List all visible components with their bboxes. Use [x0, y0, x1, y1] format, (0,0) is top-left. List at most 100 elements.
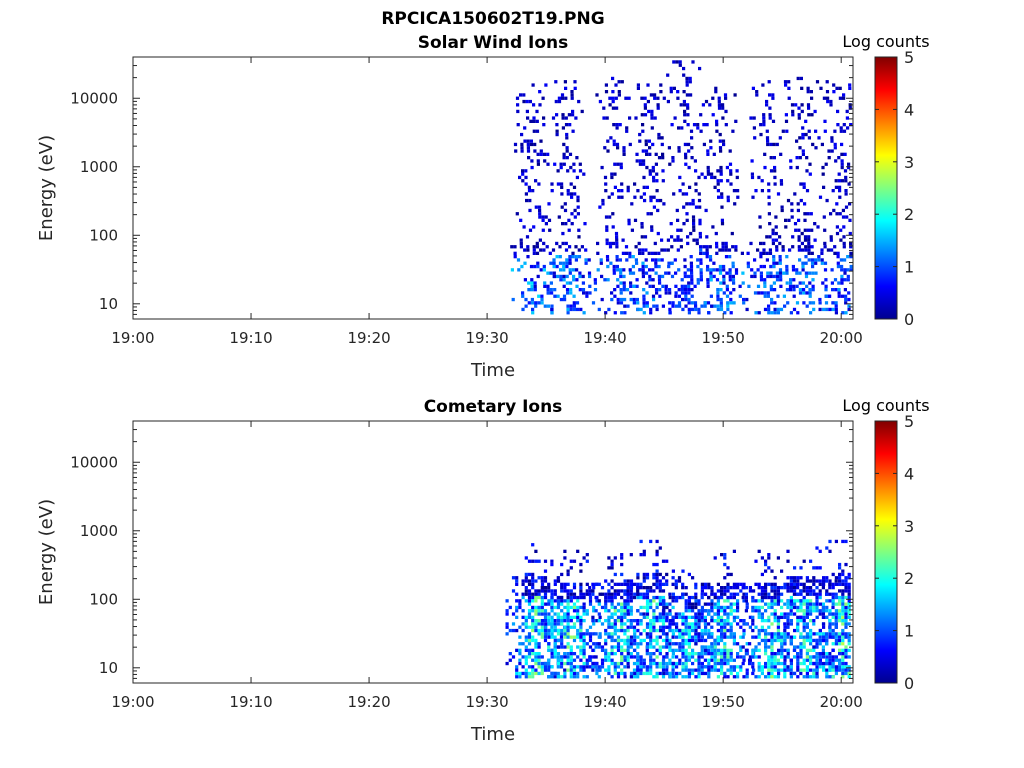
spectrogram-cell [597, 668, 601, 672]
spectrogram-cell [515, 605, 519, 610]
spectrogram-cell [641, 268, 645, 272]
spectrogram-cell [649, 307, 653, 312]
spectrogram-cell [729, 671, 733, 676]
spectrogram-cell [656, 103, 660, 107]
spectrogram-cell [658, 661, 662, 666]
spectrogram-cell [828, 655, 832, 659]
spectrogram-cell [607, 668, 611, 672]
spectrogram-cell [649, 602, 653, 606]
spectrogram-cell [815, 605, 819, 610]
spectrogram-cell [745, 668, 749, 672]
spectrogram-cell [625, 129, 629, 133]
spectrogram-cell [834, 668, 838, 672]
spectrogram-cell [658, 288, 662, 292]
spectrogram-cell [844, 625, 848, 629]
spectrogram-cell [560, 658, 564, 662]
spectrogram-cell [648, 284, 652, 288]
spectrogram-cell [809, 638, 813, 643]
spectrogram-cell [699, 278, 703, 282]
spectrogram-cell [838, 576, 842, 580]
spectrogram-cell [796, 619, 800, 623]
spectrogram-cell [821, 612, 825, 616]
spectrogram-cell [783, 80, 788, 84]
spectrogram-cell [655, 562, 659, 567]
spectrogram-cell [828, 658, 832, 662]
spectrogram-cell [801, 268, 805, 272]
spectrogram-cell [645, 291, 649, 295]
spectrogram-cell [617, 195, 621, 199]
spectrogram-cell [716, 612, 720, 616]
spectrogram-cell [834, 288, 838, 292]
spectrogram-cell [710, 602, 714, 606]
spectrogram-cell [652, 179, 656, 183]
spectrogram-cell [601, 202, 605, 206]
spectrogram-cell [694, 307, 698, 312]
spectrogram-cell [603, 175, 608, 180]
spectrogram-cell [668, 622, 672, 626]
colorbar-tick-label: 3 [904, 517, 914, 536]
spectrogram-cell [553, 675, 557, 679]
spectrogram-cell [842, 241, 846, 246]
spectrogram-cell [722, 142, 726, 147]
spectrogram-cell [532, 225, 536, 229]
spectrogram-cell [570, 222, 574, 226]
spectrogram-cell [681, 615, 685, 619]
spectrogram-cell [648, 169, 652, 173]
spectrogram-cell [556, 632, 561, 636]
spectrogram-cell [691, 661, 695, 666]
spectrogram-cell [658, 579, 662, 583]
spectrogram-cell [716, 675, 720, 679]
spectrogram-cell [530, 284, 534, 288]
spectrogram-cell [834, 602, 838, 606]
spectrogram-cell [558, 255, 562, 259]
spectrogram-cell [588, 645, 593, 649]
spectrogram-cell [840, 294, 844, 298]
spectrogram-cell [821, 645, 825, 649]
spectrogram-cell [687, 572, 691, 577]
spectrogram-cell [736, 599, 740, 603]
spectrogram-cell [713, 595, 717, 600]
spectrogram-cell [531, 628, 535, 633]
spectrogram-cell [547, 668, 551, 672]
spectrogram-cell [678, 175, 682, 180]
spectrogram-cell [799, 668, 803, 672]
spectrogram-cell [837, 288, 841, 292]
spectrogram-cell [662, 96, 666, 100]
spectrogram-cell [540, 301, 544, 305]
spectrogram-cell [569, 605, 573, 610]
spectrogram-cell [607, 556, 611, 560]
spectrogram-cell [588, 665, 593, 669]
spectrogram-cell [817, 258, 821, 262]
spectrogram-cell [531, 638, 535, 643]
spectrogram-cell [798, 281, 802, 285]
spectrogram-cell [687, 307, 691, 312]
spectrogram-cell [597, 582, 601, 586]
spectrogram-cell [773, 635, 777, 639]
spectrogram-cell [810, 96, 814, 100]
spectrogram-cell [809, 675, 813, 679]
spectrogram-cell [720, 589, 724, 593]
spectrogram-cell [649, 642, 653, 646]
spectrogram-cell [780, 642, 784, 646]
spectrogram-cell [522, 225, 526, 229]
spectrogram-cell [684, 162, 688, 166]
spectrogram-cell [744, 622, 748, 626]
spectrogram-cell [526, 149, 531, 153]
spectrogram-cell [527, 665, 532, 669]
spectrogram-cell [748, 589, 752, 593]
spectrogram-cell [524, 592, 528, 596]
spectrogram-cell [739, 668, 743, 672]
spectrogram-cell [779, 179, 783, 183]
spectrogram-cell [645, 576, 650, 580]
spectrogram-cell [554, 80, 558, 84]
spectrogram-cell [841, 569, 845, 573]
spectrogram-cell [809, 658, 813, 662]
spectrogram-cell [678, 189, 682, 193]
spectrogram-cell [616, 642, 621, 646]
spectrogram-cell [758, 225, 762, 229]
spectrogram-cell [563, 605, 567, 610]
spectrogram-cell [515, 671, 519, 676]
spectrogram-cell [780, 612, 784, 616]
spectrogram-cell [687, 297, 691, 302]
spectrogram-cell [675, 595, 679, 600]
